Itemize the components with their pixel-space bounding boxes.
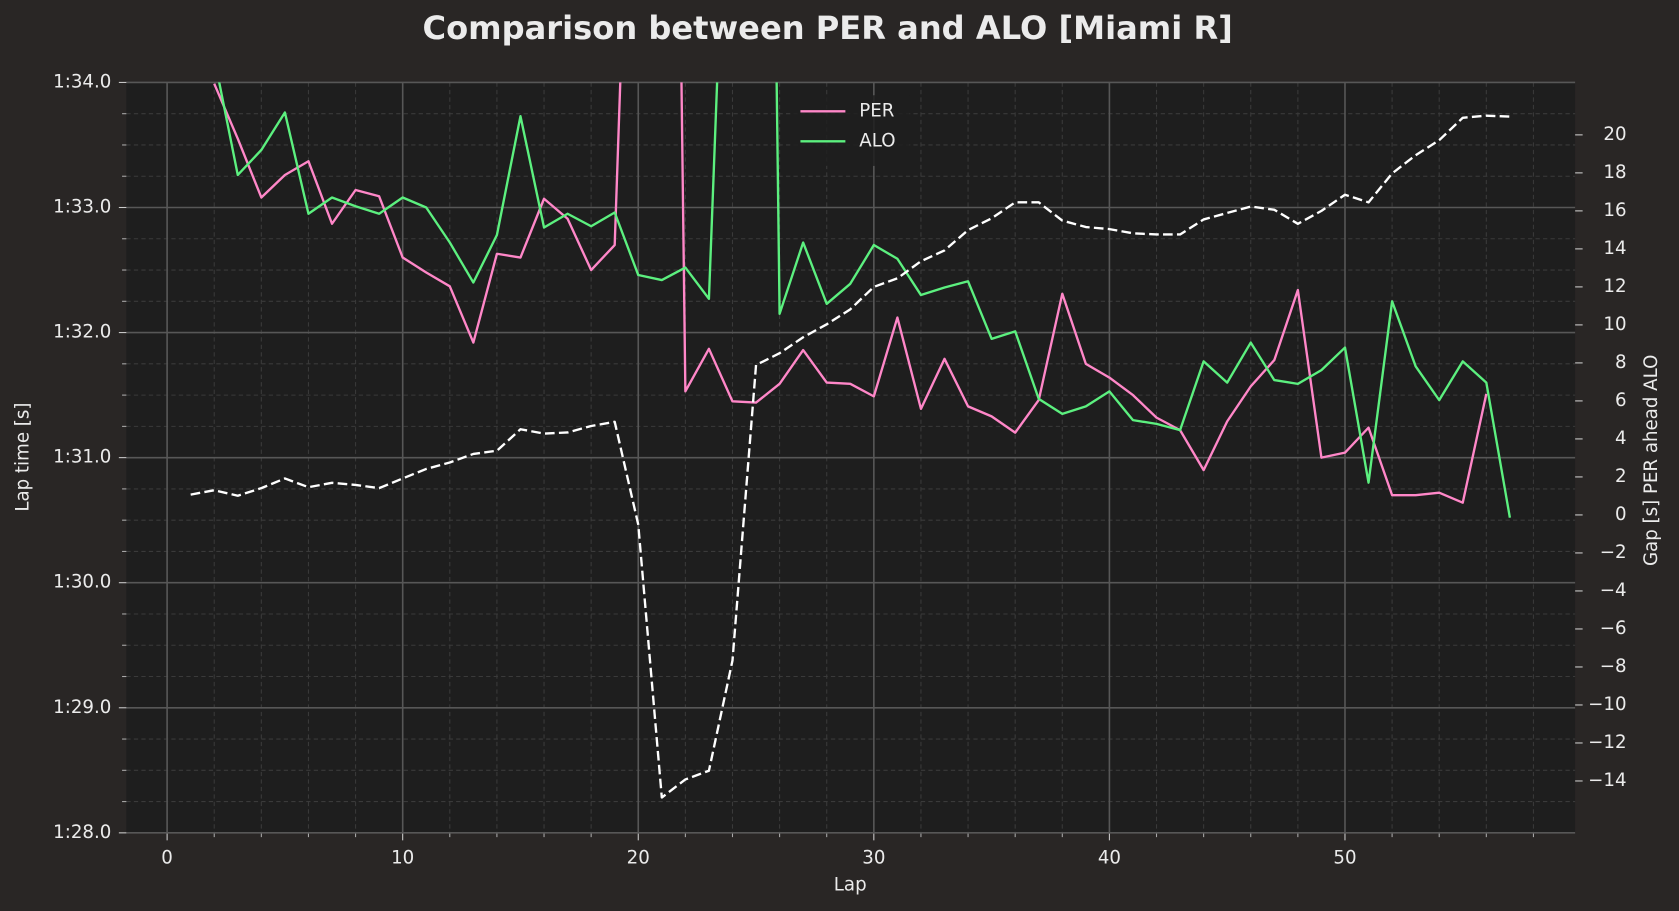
x-tick-label: 50 bbox=[1333, 848, 1356, 869]
y2-tick-label: 10 bbox=[1603, 314, 1626, 335]
x-tick-label: 10 bbox=[391, 848, 414, 869]
y2-tick-label: 18 bbox=[1603, 162, 1626, 183]
y2-tick-label: 2 bbox=[1615, 466, 1627, 487]
x-tick-label: 30 bbox=[862, 848, 885, 869]
y-tick-label: 1:30.0 bbox=[53, 572, 111, 593]
y2-tick-label: −2 bbox=[1600, 542, 1627, 563]
y-tick-label: 1:31.0 bbox=[53, 447, 111, 468]
x-tick-label: 40 bbox=[1098, 848, 1121, 869]
y-tick-label: 1:34.0 bbox=[53, 71, 111, 92]
y-tick-label: 1:33.0 bbox=[53, 197, 111, 218]
y-axis-label: Lap time [s] bbox=[13, 403, 34, 512]
y2-tick-label: −6 bbox=[1600, 618, 1627, 639]
chart-title: Comparison between PER and ALO [Miami R] bbox=[423, 9, 1233, 47]
legend-label: PER bbox=[859, 100, 894, 121]
y2-axis-label: Gap [s] PER ahead ALO bbox=[1641, 355, 1662, 566]
y2-tick-label: 12 bbox=[1603, 276, 1626, 297]
y2-tick-label: 6 bbox=[1615, 390, 1627, 411]
y2-tick-label: 0 bbox=[1615, 504, 1627, 525]
y2-tick-label: −4 bbox=[1600, 580, 1627, 601]
legend-box bbox=[791, 95, 910, 166]
lap-time-line bbox=[213, 82, 1488, 504]
y-tick-label: 1:28.0 bbox=[53, 822, 111, 843]
lap-time-line bbox=[218, 82, 1512, 518]
y2-tick-label: 8 bbox=[1615, 352, 1627, 373]
y2-tick-label: −12 bbox=[1588, 732, 1626, 753]
y2-tick-label: 16 bbox=[1603, 200, 1626, 221]
plot-lines bbox=[190, 82, 1512, 799]
y-tick-label: 1:32.0 bbox=[53, 322, 111, 343]
y-tick-label: 1:29.0 bbox=[53, 697, 111, 718]
y2-tick-label: −10 bbox=[1588, 694, 1626, 715]
y2-tick-label: 14 bbox=[1603, 238, 1626, 259]
x-tick-label: 20 bbox=[627, 848, 650, 869]
y2-tick-label: −14 bbox=[1588, 770, 1626, 791]
legend-label: ALO bbox=[859, 130, 895, 151]
y2-tick-label: −8 bbox=[1600, 656, 1627, 677]
x-axis-label: Lap bbox=[834, 874, 867, 895]
y2-tick-label: 4 bbox=[1615, 428, 1627, 449]
x-tick-label: 0 bbox=[161, 848, 173, 869]
gap-line bbox=[190, 114, 1510, 799]
y2-tick-label: 20 bbox=[1603, 124, 1626, 145]
